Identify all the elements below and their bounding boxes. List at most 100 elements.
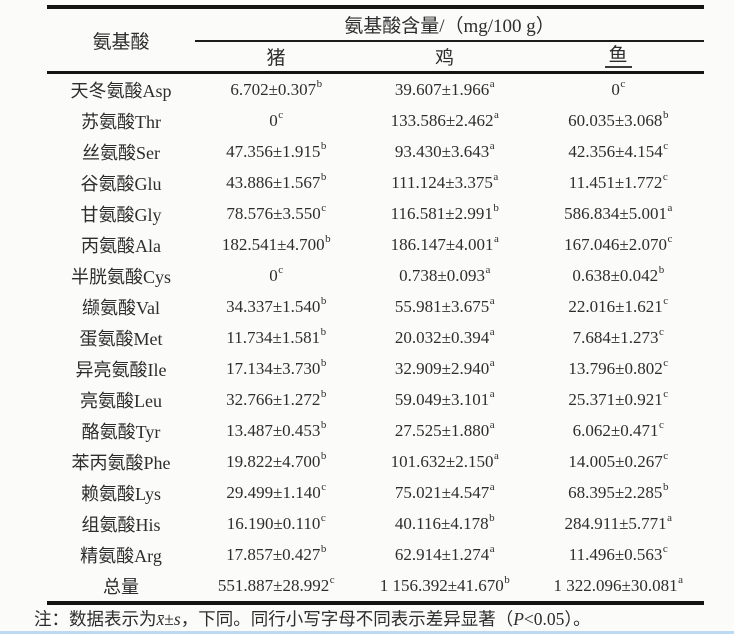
value-cell-pig: 17.857±0.427b xyxy=(195,539,357,570)
value-cell-pig: 182.541±4.700b xyxy=(195,229,357,260)
value-text: 62.914±1.274 xyxy=(394,544,490,564)
amino-acid-table: 氨基酸 氨基酸含量/（mg/100 g） 猪 鸡 鱼 天冬氨酸Asp 6.702… xyxy=(47,5,705,605)
significance-superscript: c xyxy=(663,294,669,307)
header-row-species: 猪 鸡 鱼 xyxy=(47,41,705,74)
row-label: 天冬氨酸Asp xyxy=(70,80,172,101)
row-label: 苯丙氨酸Phe xyxy=(71,452,171,473)
value-text: 6.062±0.471 xyxy=(572,420,659,440)
value-cell-fish: 25.371±0.921c xyxy=(532,384,704,415)
significance-superscript: b xyxy=(320,325,327,338)
value-cell-fish: 1 322.096±30.081a xyxy=(532,570,704,603)
header-col-fish-label: 鱼 xyxy=(604,45,632,69)
value-text: 47.356±1.915 xyxy=(226,141,321,161)
value-cell-chicken: 186.147±4.001a xyxy=(357,229,532,260)
value-cell-pig: 11.734±1.581b xyxy=(195,322,357,353)
table-row: 天冬氨酸Asp 6.702±0.307b 39.607±1.966a 0c xyxy=(47,73,704,106)
table-row: 亮氨酸Leu 32.766±1.272b 59.049±3.101a 25.37… xyxy=(47,384,704,415)
value-cell-pig: 0c xyxy=(195,260,357,291)
significance-superscript: a xyxy=(667,201,673,214)
value-text: 0 xyxy=(269,110,278,130)
value-cell-pig: 13.487±0.453b xyxy=(195,415,357,446)
significance-superscript: b xyxy=(662,480,669,493)
value-cell-chicken: 32.909±2.940a xyxy=(357,353,532,384)
value-text: 32.909±2.940 xyxy=(394,358,490,378)
table-row: 谷氨酸Glu 43.886±1.567b 111.124±3.375a 11.4… xyxy=(47,167,704,198)
significance-superscript: b xyxy=(320,387,327,400)
value-text: 25.371±0.921 xyxy=(568,389,663,409)
value-cell-chicken: 59.049±3.101a xyxy=(357,384,532,415)
value-text: 34.337±1.540 xyxy=(226,296,321,316)
value-cell-pig: 78.576±3.550c xyxy=(195,198,357,229)
value-text: 284.911±5.771 xyxy=(564,513,667,533)
value-cell-chicken: 111.124±3.375a xyxy=(357,167,532,198)
value-cell-fish: 0.638±0.042b xyxy=(532,260,704,291)
value-text: 43.886±1.567 xyxy=(226,172,321,192)
value-cell-fish: 11.451±1.772c xyxy=(532,167,704,198)
value-text: 19.822±4.700 xyxy=(226,451,321,471)
table-row: 组氨酸His 16.190±0.110c 40.116±4.178b 284.9… xyxy=(47,508,704,539)
value-cell-chicken: 20.032±0.394a xyxy=(357,322,532,353)
table-row: 精氨酸Arg 17.857±0.427b 62.914±1.274a 11.49… xyxy=(47,539,704,570)
table-row: 缬氨酸Val 34.337±1.540b 55.981±3.675a 22.01… xyxy=(47,291,704,322)
significance-superscript: c xyxy=(663,356,669,369)
row-label: 亮氨酸Leu xyxy=(80,390,162,411)
value-text: 14.005±0.267 xyxy=(568,451,663,471)
header-content-unit: 氨基酸含量/（mg/100 g） xyxy=(195,7,705,42)
significance-superscript: c xyxy=(278,263,284,276)
value-text: 186.147±4.001 xyxy=(390,234,494,254)
scan-edge-strip xyxy=(0,631,734,634)
value-cell-fish: 6.062±0.471c xyxy=(532,415,704,446)
value-text: 40.116±4.178 xyxy=(394,513,489,533)
significance-superscript: c xyxy=(663,387,669,400)
significance-superscript: c xyxy=(320,511,326,524)
row-label: 丙氨酸Ala xyxy=(81,235,161,256)
value-text: 1 322.096±30.081 xyxy=(553,575,678,595)
significance-superscript: a xyxy=(489,139,495,152)
value-cell-chicken: 1 156.392±41.670b xyxy=(357,570,532,603)
table-row: 赖氨酸Lys 29.499±1.140c 75.021±4.547a 68.39… xyxy=(47,477,704,508)
value-text: 11.496±0.563 xyxy=(568,544,663,564)
value-cell-chicken: 62.914±1.274a xyxy=(357,539,532,570)
significance-superscript: a xyxy=(489,77,495,90)
header-col-chicken: 鸡 xyxy=(357,41,532,74)
table-row: 蛋氨酸Met 11.734±1.581b 20.032±0.394a 7.684… xyxy=(47,322,704,353)
significance-superscript: b xyxy=(320,418,327,431)
value-text: 22.016±1.621 xyxy=(568,296,663,316)
value-text: 11.734±1.581 xyxy=(226,327,321,347)
significance-superscript: a xyxy=(489,356,495,369)
significance-superscript: a xyxy=(489,418,495,431)
value-cell-fish: 0c xyxy=(532,73,704,106)
significance-superscript: b xyxy=(320,542,327,555)
value-text: 68.395±2.285 xyxy=(568,482,663,502)
table-row: 丝氨酸Ser 47.356±1.915b 93.430±3.643a 42.35… xyxy=(47,136,704,167)
significance-superscript: c xyxy=(667,232,673,245)
header-amino-acid: 氨基酸 xyxy=(47,7,195,74)
value-cell-pig: 32.766±1.272b xyxy=(195,384,357,415)
significance-superscript: c xyxy=(329,573,335,586)
table-row: 酪氨酸Tyr 13.487±0.453b 27.525±1.880a 6.062… xyxy=(47,415,704,446)
significance-superscript: b xyxy=(320,449,327,462)
significance-superscript: a xyxy=(489,294,495,307)
value-text: 0.738±0.093 xyxy=(399,265,485,285)
table-row: 半胱氨酸Cys 0c 0.738±0.093a 0.638±0.042b xyxy=(47,260,704,291)
value-text: 116.581±2.991 xyxy=(390,203,493,223)
significance-superscript: a xyxy=(493,108,499,121)
significance-superscript: a xyxy=(485,263,491,276)
significance-superscript: b xyxy=(489,511,495,524)
significance-superscript: b xyxy=(658,263,665,276)
s-symbol: s xyxy=(173,609,181,629)
value-text: 182.541±4.700 xyxy=(221,234,325,254)
value-cell-pig: 19.822±4.700b xyxy=(195,446,357,477)
value-cell-fish: 68.395±2.285b xyxy=(532,477,704,508)
header-row-span: 氨基酸 氨基酸含量/（mg/100 g） xyxy=(47,7,705,74)
significance-superscript: b xyxy=(320,170,327,183)
row-label: 赖氨酸Lys xyxy=(80,483,161,504)
significance-superscript: c xyxy=(321,480,327,493)
significance-superscript: a xyxy=(667,511,673,524)
value-text: 0.638±0.042 xyxy=(572,265,659,285)
value-cell-fish: 14.005±0.267c xyxy=(532,446,704,477)
row-label: 异亮氨酸Ile xyxy=(75,359,167,380)
significance-superscript: c xyxy=(620,77,626,90)
significance-superscript: c xyxy=(663,139,669,152)
